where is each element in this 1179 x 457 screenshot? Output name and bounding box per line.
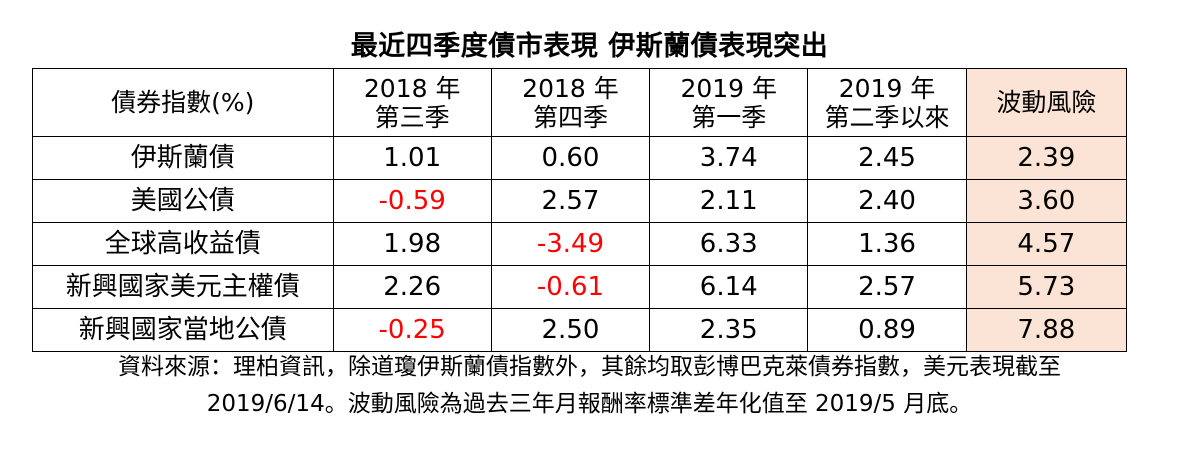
table-row: 新興國家美元主權債 2.26 -0.61 6.14 2.57 5.73 (32, 265, 1128, 309)
row-name-cell: 新興國家美元主權債 (32, 265, 334, 309)
source-note-line-1: 資料來源：理柏資訊，除道瓊伊斯蘭債指數外，其餘均取彭博巴克萊債券指數，美元表現截… (118, 354, 1061, 380)
header-2019-q2-year: 2019 年 (838, 73, 936, 103)
value-cell: 0.60 (490, 136, 651, 180)
header-bond-index: 債券指數(%) (32, 68, 334, 137)
bond-performance-table: 債券指數(%) 2018 年 第三季 2018 年 第四季 2019 年 第一季… (32, 68, 1128, 352)
header-2019-q1: 2019 年 第一季 (649, 68, 809, 137)
table-title: 最近四季度債市表現 伊斯蘭債表現突出 (350, 31, 829, 62)
source-note-line-2: 2019/6/14。波動風險為過去三年月報酬率標準差年化值至 2019/5 月底… (206, 391, 973, 417)
risk-cell: 5.73 (965, 265, 1128, 309)
risk-cell: 3.60 (965, 179, 1128, 223)
value-cell: 2.45 (807, 136, 967, 180)
risk-cell: 2.39 (965, 136, 1128, 180)
header-row: 債券指數(%) 2018 年 第三季 2018 年 第四季 2019 年 第一季… (32, 68, 1128, 137)
value-cell: 6.14 (649, 265, 809, 309)
risk-cell: 7.88 (965, 308, 1128, 352)
header-2018-q4-quarter: 第四季 (532, 102, 608, 132)
risk-cell: 4.57 (965, 222, 1128, 266)
row-name-cell: 全球高收益債 (32, 222, 334, 266)
table-row: 伊斯蘭債 1.01 0.60 3.74 2.45 2.39 (32, 136, 1128, 180)
header-2018-q4-year: 2018 年 (522, 73, 619, 103)
value-cell: 1.98 (332, 222, 492, 266)
value-cell: 1.36 (807, 222, 967, 266)
header-2018-q3: 2018 年 第三季 (332, 68, 492, 137)
table-row: 新興國家當地公債 -0.25 2.50 2.35 0.89 7.88 (32, 308, 1128, 352)
row-name-cell: 美國公債 (32, 179, 334, 223)
value-cell: 2.57 (807, 265, 967, 309)
header-2018-q4: 2018 年 第四季 (490, 68, 651, 137)
value-cell: 2.57 (490, 179, 651, 223)
header-2019-q1-year: 2019 年 (680, 73, 778, 103)
header-2019-q2-quarter: 第二季以來 (824, 102, 950, 132)
table-row: 全球高收益債 1.98 -3.49 6.33 1.36 4.57 (32, 222, 1128, 266)
value-cell: 2.35 (649, 308, 809, 352)
value-cell: 2.50 (490, 308, 651, 352)
value-cell: -3.49 (490, 222, 651, 266)
row-name-cell: 伊斯蘭債 (32, 136, 334, 180)
value-cell: 3.74 (649, 136, 809, 180)
table-row: 美國公債 -0.59 2.57 2.11 2.40 3.60 (32, 179, 1128, 223)
row-name-cell: 新興國家當地公債 (32, 308, 334, 352)
header-2019-q2-to-date: 2019 年 第二季以來 (807, 68, 967, 137)
value-cell: 2.26 (332, 265, 492, 309)
header-2018-q3-year: 2018 年 (363, 73, 461, 103)
value-cell: -0.61 (490, 265, 651, 309)
header-2018-q3-quarter: 第三季 (374, 102, 450, 132)
value-cell: 1.01 (332, 136, 492, 180)
value-cell: -0.25 (332, 308, 492, 352)
source-note: 資料來源：理柏資訊，除道瓊伊斯蘭債指數外，其餘均取彭博巴克萊債券指數，美元表現截… (0, 349, 1179, 423)
value-cell: 2.11 (649, 179, 809, 223)
header-2019-q1-quarter: 第一季 (691, 102, 767, 132)
value-cell: 0.89 (807, 308, 967, 352)
value-cell: 2.40 (807, 179, 967, 223)
value-cell: 6.33 (649, 222, 809, 266)
header-volatility-risk: 波動風險 (965, 68, 1128, 137)
value-cell: -0.59 (332, 179, 492, 223)
